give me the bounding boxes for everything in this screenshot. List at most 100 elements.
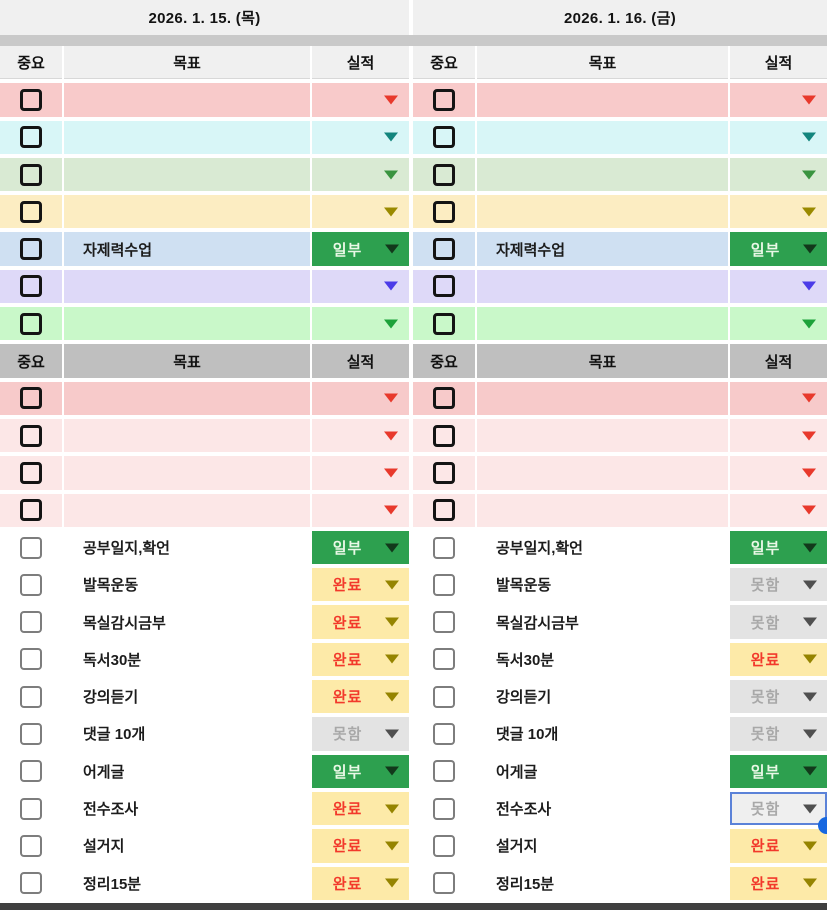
important-checkbox[interactable] [433,387,455,410]
important-checkbox[interactable] [20,834,42,857]
result-dropdown-cell[interactable] [730,157,827,192]
result-dropdown-cell[interactable] [312,157,409,192]
result-dropdown-cell[interactable]: 완료 [730,642,827,677]
important-checkbox[interactable] [20,722,42,745]
goal-cell[interactable] [477,456,728,490]
goal-cell[interactable]: 댓글 10개 [64,717,310,751]
goal-cell[interactable] [477,195,728,229]
result-dropdown-cell[interactable]: 못함 [730,680,827,714]
result-dropdown-cell[interactable]: 일부 [730,754,827,788]
important-checkbox[interactable] [20,88,42,111]
important-checkbox[interactable] [433,461,455,484]
goal-cell[interactable]: 공부일지,확언 [64,530,310,565]
important-checkbox[interactable] [20,573,42,596]
result-dropdown-cell[interactable] [730,307,827,341]
goal-cell[interactable]: 어게글 [64,754,310,788]
result-dropdown-cell[interactable]: 완료 [312,642,409,677]
goal-cell[interactable]: 정리15분 [477,866,728,900]
important-checkbox[interactable] [20,461,42,484]
result-dropdown-cell[interactable] [312,269,409,304]
goal-cell[interactable]: 공부일지,확언 [477,530,728,565]
important-checkbox[interactable] [433,611,455,634]
important-checkbox[interactable] [20,387,42,410]
result-dropdown-cell[interactable]: 못함 [730,717,827,751]
result-dropdown-cell[interactable] [730,83,827,117]
result-dropdown-cell[interactable]: 완료 [312,829,409,863]
important-checkbox[interactable] [20,163,42,186]
result-dropdown-cell[interactable] [312,381,409,415]
result-dropdown-cell[interactable]: 못함 [730,791,827,835]
important-checkbox[interactable] [433,163,455,186]
result-dropdown-cell[interactable] [312,456,409,490]
result-dropdown-cell[interactable]: 못함 [312,717,409,751]
result-dropdown-cell[interactable]: 완료 [312,568,409,602]
result-dropdown-cell[interactable]: 일부 [730,232,827,266]
result-dropdown-cell[interactable]: 못함 [730,568,827,602]
goal-cell[interactable]: 댓글 10개 [477,717,728,751]
goal-cell[interactable] [477,269,728,304]
result-dropdown-cell[interactable]: 일부 [312,530,409,565]
goal-cell[interactable] [64,269,310,304]
selection-handle-icon[interactable] [818,817,827,835]
goal-cell[interactable]: 자제력수업 [64,232,310,266]
result-dropdown-cell[interactable] [730,195,827,229]
result-dropdown-cell[interactable]: 완료 [730,829,827,863]
important-checkbox[interactable] [433,238,455,261]
important-checkbox[interactable] [433,275,455,298]
goal-cell[interactable]: 발목운동 [64,568,310,602]
goal-cell[interactable]: 발목운동 [477,568,728,602]
goal-cell[interactable] [64,493,310,527]
important-checkbox[interactable] [433,88,455,111]
result-dropdown-cell[interactable] [312,307,409,341]
goal-cell[interactable]: 강의듣기 [477,680,728,714]
important-checkbox[interactable] [433,685,455,708]
important-checkbox[interactable] [433,797,455,820]
important-checkbox[interactable] [20,872,42,895]
important-checkbox[interactable] [20,760,42,783]
important-checkbox[interactable] [20,499,42,522]
result-dropdown-cell[interactable]: 일부 [312,754,409,788]
important-checkbox[interactable] [433,499,455,522]
result-dropdown-cell[interactable]: 일부 [312,232,409,266]
result-dropdown-cell[interactable] [730,381,827,415]
important-checkbox[interactable] [433,573,455,596]
goal-cell[interactable] [477,157,728,192]
important-checkbox[interactable] [433,760,455,783]
result-dropdown-cell[interactable]: 완료 [312,866,409,900]
goal-cell[interactable]: 전수조사 [477,791,728,826]
goal-cell[interactable] [477,307,728,341]
important-checkbox[interactable] [433,648,455,671]
goal-cell[interactable]: 독서30분 [477,642,728,677]
important-checkbox[interactable] [20,238,42,261]
result-dropdown-cell[interactable]: 일부 [730,530,827,565]
important-checkbox[interactable] [433,312,455,335]
important-checkbox[interactable] [433,834,455,857]
goal-cell[interactable]: 자제력수업 [477,232,728,266]
result-dropdown-cell[interactable]: 완료 [312,680,409,714]
goal-cell[interactable]: 독서30분 [64,642,310,677]
result-dropdown-cell[interactable]: 못함 [730,605,827,639]
goal-cell[interactable] [64,195,310,229]
result-dropdown-cell[interactable] [730,493,827,527]
goal-cell[interactable] [64,456,310,490]
important-checkbox[interactable] [20,536,42,559]
important-checkbox[interactable] [433,424,455,447]
result-dropdown-cell[interactable] [730,120,827,154]
goal-cell[interactable] [64,120,310,154]
goal-cell[interactable] [477,493,728,527]
important-checkbox[interactable] [433,722,455,745]
result-dropdown-cell[interactable] [312,493,409,527]
goal-cell[interactable]: 어게글 [477,754,728,788]
goal-cell[interactable] [477,120,728,154]
important-checkbox[interactable] [20,275,42,298]
result-dropdown-cell[interactable]: 완료 [730,866,827,900]
goal-cell[interactable]: 강의듣기 [64,680,310,714]
goal-cell[interactable] [64,307,310,341]
important-checkbox[interactable] [433,126,455,149]
important-checkbox[interactable] [20,200,42,223]
important-checkbox[interactable] [20,797,42,820]
goal-cell[interactable] [64,381,310,415]
goal-cell[interactable]: 설거지 [477,829,728,863]
goal-cell[interactable]: 정리15분 [64,866,310,900]
result-dropdown-cell[interactable] [312,195,409,229]
